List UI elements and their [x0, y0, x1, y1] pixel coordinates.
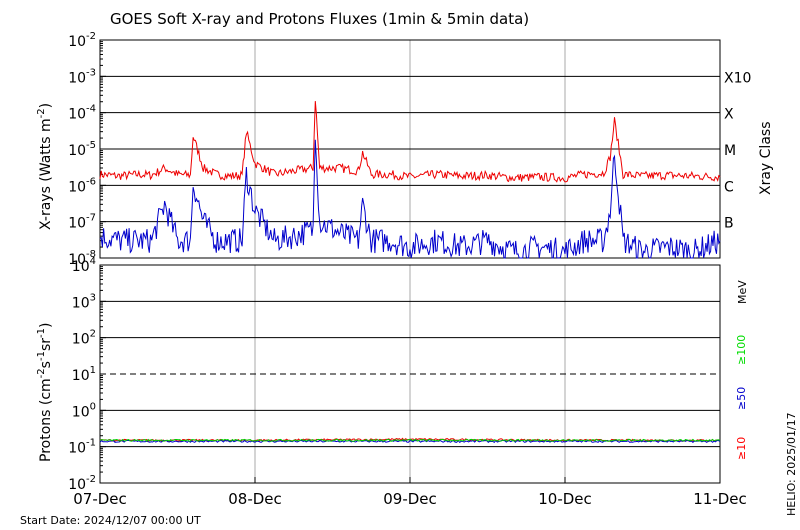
- xray-ylabel-part: ): [38, 103, 54, 108]
- x-tick-label: 07-Dec: [73, 490, 127, 508]
- xray-short-channel-line: [99, 139, 721, 259]
- xray-class-label: X10: [724, 70, 751, 86]
- xray-ytick-base: 10: [68, 179, 86, 195]
- xray-ytick-base: 10: [68, 252, 86, 268]
- xray-class-title: Xray Class: [758, 122, 774, 196]
- xray-ytick-exp: -2: [86, 31, 96, 42]
- proton-ytick-exp: 0: [90, 401, 96, 412]
- xray-ytick-exp: -4: [86, 104, 96, 115]
- xray-ytick-label: 10-7: [68, 213, 96, 232]
- xray-ytick-label: 10-3: [68, 67, 96, 86]
- energy-channel-label: ≥100: [735, 335, 748, 365]
- xray-class-label: C: [724, 179, 734, 195]
- xray-class-label: M: [724, 143, 736, 159]
- proton-ytick-base: 10: [72, 332, 90, 348]
- helio-footer: HELIO: 2025/01/17: [785, 412, 798, 516]
- xray-ylabel-part: -2: [36, 108, 47, 118]
- xray-long-channel-line: [99, 101, 721, 183]
- proton-ylabel-part: s: [38, 361, 54, 368]
- xray-ytick-exp: -5: [86, 140, 96, 151]
- energy-channel-label: ≥50: [735, 387, 748, 410]
- xray-ytick-base: 10: [68, 143, 86, 159]
- proton-ytick-exp: -1: [86, 438, 96, 449]
- chart-title: GOES Soft X-ray and Protons Fluxes (1min…: [110, 10, 529, 28]
- x-axis: 07-Dec 08-Dec 09-Dec 10-Dec 11-Dec: [73, 477, 747, 508]
- x-tick-label: 09-Dec: [383, 490, 437, 508]
- x-tick-label: 10-Dec: [538, 490, 592, 508]
- energy-channel-label: ≥10: [735, 437, 748, 460]
- proton-ylabel-part: sr: [38, 338, 54, 351]
- proton-ytick-base: 10: [72, 368, 90, 384]
- energy-unit-label: MeV: [736, 280, 749, 304]
- proton-ytick-exp: 1: [90, 365, 96, 376]
- proton-ylabel-part: -1: [36, 328, 47, 338]
- proton-series-line: [99, 438, 721, 442]
- proton-ytick-base: 10: [72, 404, 90, 420]
- proton-ytick-label: 101: [72, 365, 96, 384]
- xray-ytick-exp: -3: [86, 67, 96, 78]
- xray-class-label: B: [724, 216, 734, 232]
- proton-ytick-label: 102: [72, 329, 96, 348]
- proton-ylabel-part: -2: [36, 368, 47, 378]
- proton-ytick-base: 10: [68, 441, 86, 457]
- xray-ylabel: X-rays (Watts m-2): [36, 103, 54, 230]
- proton-ytick-base: 10: [68, 477, 86, 493]
- proton-ytick-label: 104: [72, 256, 96, 275]
- xray-ytick-base: 10: [68, 34, 86, 50]
- proton-ytick-base: 10: [72, 259, 90, 275]
- proton-ytick-label: 10-2: [68, 474, 96, 493]
- proton-ylabel: Protons (cm-2s-1sr-1): [36, 323, 54, 462]
- xray-ytick-label: 10-2: [68, 31, 96, 50]
- xray-ytick-base: 10: [68, 107, 86, 123]
- xray-ytick-label: 10-5: [68, 140, 96, 159]
- proton-ylabel-part: Protons (cm: [38, 378, 54, 462]
- xray-ytick-label: 10-8: [68, 249, 96, 268]
- xray-ytick-label: 10-4: [68, 104, 96, 123]
- xray-ytick-exp: -6: [86, 176, 96, 187]
- xray-ytick-label: 10-6: [68, 176, 96, 195]
- xray-ytick-base: 10: [68, 70, 86, 86]
- proton-ytick-exp: -2: [86, 474, 96, 485]
- proton-ytick-exp: 3: [90, 292, 96, 303]
- xray-panel: X10XMCB10-210-310-410-510-610-710-8X-ray…: [36, 31, 774, 268]
- proton-ylabel-part: ): [38, 323, 54, 328]
- proton-ytick-exp: 4: [90, 256, 96, 267]
- proton-ytick-label: 103: [72, 292, 96, 311]
- proton-series-line: [99, 439, 721, 444]
- proton-ytick-label: 100: [72, 401, 96, 420]
- proton-ytick-base: 10: [72, 295, 90, 311]
- proton-ytick-exp: 2: [90, 329, 96, 340]
- proton-ylabel-part: -1: [36, 351, 47, 361]
- proton-ytick-label: 10-1: [68, 438, 96, 457]
- x-tick-label: 08-Dec: [228, 490, 282, 508]
- x-tick-label: 11-Dec: [693, 490, 747, 508]
- xray-class-label: X: [724, 107, 734, 123]
- xray-ylabel-part: X-rays (Watts m: [38, 118, 54, 230]
- xray-ytick-base: 10: [68, 216, 86, 232]
- xray-ytick-exp: -7: [86, 213, 96, 224]
- xray-ytick-exp: -8: [86, 249, 96, 260]
- start-date: Start Date: 2024/12/07 00:00 UT: [20, 514, 201, 527]
